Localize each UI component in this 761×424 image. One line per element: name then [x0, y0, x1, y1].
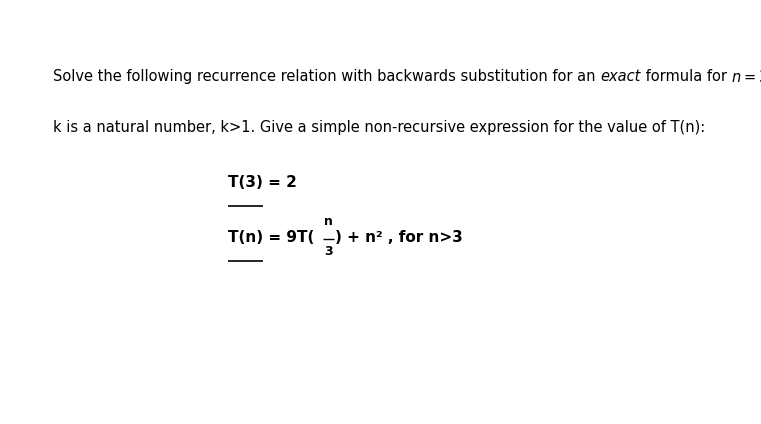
Text: $n = 3^k$: $n = 3^k$ — [731, 67, 761, 86]
Text: ) + n² , for n>3: ) + n² , for n>3 — [336, 230, 463, 245]
Text: T(n) = 9T(: T(n) = 9T( — [228, 230, 315, 245]
Text: Solve the following recurrence relation with backwards substitution for an: Solve the following recurrence relation … — [53, 69, 600, 84]
Text: exact: exact — [600, 69, 641, 84]
Text: T(3): T(3) — [228, 175, 263, 190]
Text: T(n): T(n) — [228, 230, 263, 245]
Text: 3: 3 — [324, 245, 333, 257]
Text: T(3) = 2: T(3) = 2 — [228, 175, 298, 190]
Text: k is a natural number, k>1. Give a simple non-recursive expression for the value: k is a natural number, k>1. Give a simpl… — [53, 120, 705, 135]
Text: n: n — [324, 215, 333, 228]
Text: formula for: formula for — [641, 69, 731, 84]
